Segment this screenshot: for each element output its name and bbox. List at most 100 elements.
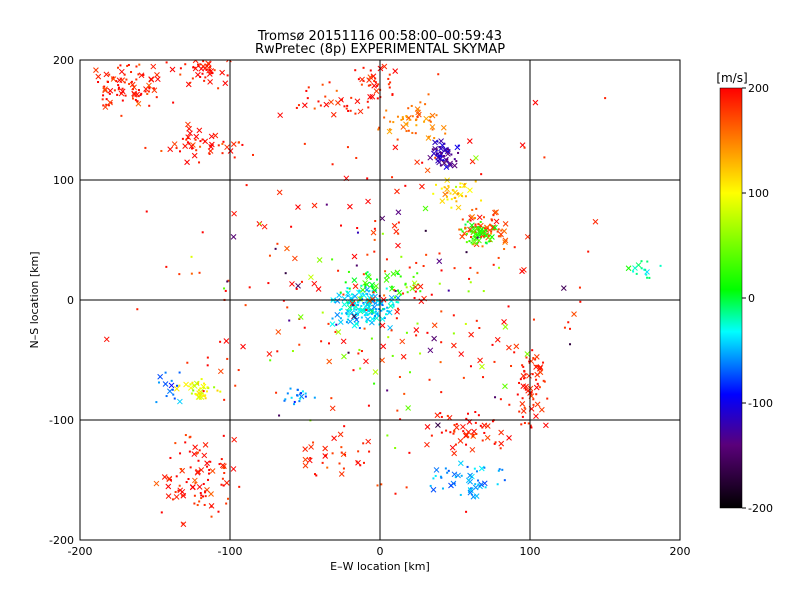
scatter-point-dot (202, 382, 205, 385)
scatter-point-dot (491, 228, 494, 231)
scatter-point-dot (381, 303, 384, 306)
scatter-point-dot (536, 382, 539, 385)
scatter-point-x (478, 229, 485, 236)
scatter-point-dot (193, 502, 196, 505)
scatter-point-dot (479, 221, 482, 224)
scatter-point-x (494, 336, 501, 343)
scatter-point-dot (438, 157, 441, 160)
scatter-point-dot (196, 382, 199, 385)
scatter-point-dot (191, 77, 194, 80)
scatter-point-dot (403, 392, 406, 395)
scatter-point-dot (482, 235, 485, 238)
scatter-point-dot (357, 352, 360, 355)
scatter-point-dot (385, 287, 388, 290)
scatter-point-x (451, 162, 458, 169)
scatter-point-dot (350, 308, 353, 311)
scatter-point-dot (340, 224, 343, 227)
scatter-point-x (465, 429, 472, 435)
scatter-point-dot (300, 280, 303, 283)
scatter-point-x (353, 310, 360, 317)
scatter-point-x (457, 460, 464, 467)
scatter-point-dot (180, 468, 183, 471)
scatter-point-dot (474, 410, 477, 413)
colorbar-tick-label: -100 (748, 397, 773, 410)
scatter-point-x (425, 135, 432, 141)
scatter-point-dot (529, 424, 532, 427)
scatter-point-dot (210, 515, 213, 518)
scatter-point-dot (219, 340, 222, 343)
scatter-point-x (191, 383, 198, 389)
scatter-point-dot (360, 316, 363, 319)
scatter-point-dot (410, 104, 413, 107)
scatter-point-dot (217, 87, 220, 90)
scatter-point-x (369, 281, 375, 288)
scatter-point-dot (197, 389, 200, 392)
x-tick-label: -200 (68, 545, 93, 558)
scatter-point-dot (117, 86, 120, 89)
scatter-point-dot (415, 334, 418, 337)
scatter-point-x (506, 344, 512, 351)
scatter-point-dot (532, 403, 535, 406)
scatter-point-x (129, 81, 136, 88)
scatter-point-dot (358, 289, 361, 292)
scatter-point-dot (440, 269, 443, 272)
scatter-point-dot (367, 84, 370, 87)
scatter-point-dot (464, 195, 467, 198)
scatter-point-dot (471, 435, 474, 438)
scatter-point-x (102, 86, 108, 92)
scatter-point-x (447, 162, 454, 169)
scatter-point-x (302, 446, 309, 453)
scatter-point-dot (362, 308, 365, 311)
scatter-point-x (329, 405, 336, 412)
scatter-point-dot (362, 273, 365, 276)
scatter-point-dot (360, 305, 363, 308)
scatter-point-dot (604, 97, 607, 100)
scatter-point-dot (449, 431, 452, 434)
scatter-point-x (364, 301, 371, 308)
scatter-point-dot (205, 68, 208, 71)
scatter-point-dot (440, 152, 443, 155)
scatter-point-x (477, 357, 483, 364)
scatter-point-x (438, 145, 444, 152)
scatter-point-dot (361, 297, 364, 300)
scatter-point-dot (188, 436, 191, 439)
scatter-point-x (369, 296, 376, 303)
scatter-point-x (191, 152, 198, 159)
scatter-point-dot (460, 194, 463, 197)
scatter-point-dot (221, 477, 224, 480)
scatter-point-dot (202, 482, 205, 485)
scatter-point-x (201, 452, 208, 459)
scatter-point-dot (542, 379, 545, 382)
scatter-point-x (198, 65, 205, 72)
scatter-point-dot (364, 286, 367, 289)
scatter-point-dot (471, 208, 474, 211)
scatter-point-dot (470, 487, 473, 490)
scatter-point-dot (299, 392, 302, 395)
scatter-point-dot (484, 486, 487, 489)
scatter-point-dot (425, 253, 428, 256)
scatter-point-dot (293, 403, 296, 406)
scatter-point-dot (209, 460, 212, 463)
x-tick-label: 200 (670, 545, 691, 558)
scatter-point-dot (388, 73, 391, 76)
scatter-point-dot (197, 459, 200, 462)
scatter-point-x (177, 487, 184, 494)
scatter-point-dot (374, 314, 377, 317)
scatter-point-dot (477, 414, 480, 417)
scatter-point-x (308, 274, 314, 281)
scatter-point-dot (424, 229, 427, 232)
colorbar-gradient (719, 87, 743, 509)
scatter-point-dot (221, 152, 224, 155)
scatter-point-dot (508, 403, 511, 406)
scatter-point-dot (369, 69, 372, 72)
scatter-point-x (592, 218, 599, 225)
scatter-point-dot (219, 390, 222, 393)
scatter-point-x (188, 143, 195, 150)
scatter-point-dot (198, 271, 201, 274)
scatter-point-dot (137, 73, 140, 76)
scatter-point-dot (199, 145, 202, 148)
scatter-point-dot (346, 287, 349, 290)
scatter-point-dot (416, 322, 419, 325)
scatter-point-dot (152, 87, 155, 90)
scatter-point-dot (405, 331, 408, 334)
